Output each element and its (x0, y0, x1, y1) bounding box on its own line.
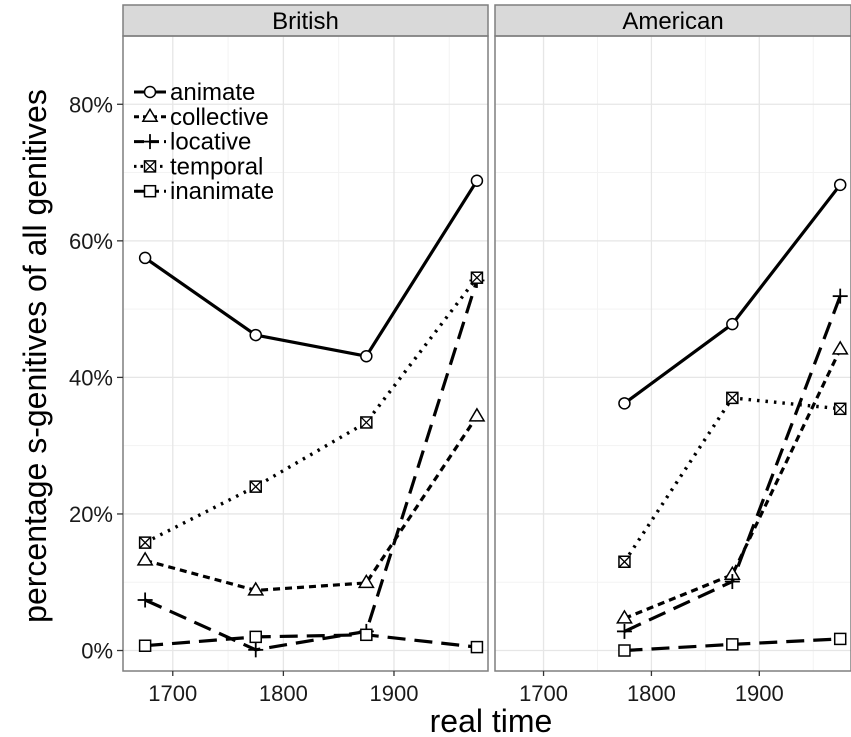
point-inanimate (249, 630, 262, 644)
point-temporal (618, 555, 631, 569)
facet-strip-label: American (622, 8, 723, 35)
legend-item-locative: locative (134, 129, 251, 156)
x-tick-label: 1900 (370, 681, 419, 706)
legend-label: animate (170, 79, 255, 106)
y-tick-label: 40% (69, 365, 113, 390)
x-tick-label: 1700 (519, 681, 568, 706)
legend-key-marker (143, 160, 157, 173)
series-layer (616, 178, 849, 657)
y-tick-label: 20% (69, 502, 113, 527)
point-inanimate (470, 640, 484, 654)
y-tick-label: 0% (81, 639, 113, 664)
legend-key-marker (143, 184, 157, 198)
point-animate (726, 317, 739, 331)
panel-background (123, 36, 488, 671)
legend-item-collective: collective (134, 104, 269, 131)
facet-strip (122, 4, 489, 37)
series-line-inanimate (624, 637, 841, 653)
point-collective (831, 340, 849, 355)
legend: animatecollectivelocativetemporalinanima… (134, 79, 274, 205)
point-locative (616, 623, 632, 639)
legend-label: temporal (170, 153, 263, 180)
legend-item-inanimate: inanimate (134, 178, 274, 205)
panels-layer: British 1700 1800 1900 American 1700 1800 1900 (122, 4, 851, 706)
point-animate (833, 178, 847, 192)
panel-border (494, 35, 851, 672)
x-tick-label: 1900 (735, 681, 784, 706)
point-animate (618, 397, 631, 410)
panel-border (122, 35, 489, 672)
facet-strip (494, 4, 851, 37)
point-inanimate (618, 644, 631, 657)
point-animate (138, 251, 152, 265)
x-tick-label: 1800 (259, 681, 308, 706)
point-animate (249, 328, 262, 342)
legend-key-marker (142, 134, 158, 150)
panel-british: British 1700 1800 1900 (122, 4, 489, 706)
point-temporal (470, 271, 484, 284)
x-tick-label: 1800 (627, 681, 676, 706)
legend-label: collective (170, 104, 269, 131)
facet-strip-label: British (272, 8, 339, 35)
point-locative (724, 574, 740, 590)
y-axis-title: percentage s-genitives of all genitives (17, 89, 53, 623)
point-collective (247, 581, 265, 596)
legend-key-marker (141, 107, 159, 123)
point-inanimate (726, 638, 739, 651)
panel-american: American 1700 1800 1900 (494, 4, 851, 706)
y-axis: 0% 20% 40% 60% 80% (69, 92, 123, 664)
x-axis-title: real time (430, 703, 553, 737)
series-line-collective (623, 348, 842, 620)
series-line-collective (144, 415, 479, 593)
point-temporal (833, 402, 847, 416)
point-inanimate (138, 639, 152, 652)
panel-background (495, 36, 851, 671)
point-collective (357, 573, 375, 589)
x-tick-label: 1700 (148, 681, 197, 706)
series-line-locative (144, 279, 479, 652)
legend-item-animate: animate (134, 79, 255, 106)
legend-label: locative (170, 129, 251, 156)
point-inanimate (833, 632, 847, 646)
series-line-temporal (144, 276, 479, 545)
point-collective (136, 551, 154, 566)
point-locative (832, 288, 848, 304)
point-temporal (249, 480, 262, 493)
point-collective (616, 609, 633, 624)
point-temporal (726, 391, 739, 405)
legend-key-marker (143, 85, 157, 99)
y-tick-label: 80% (69, 92, 113, 117)
point-animate (360, 349, 373, 363)
series-line-inanimate (144, 633, 478, 649)
point-locative (248, 642, 264, 658)
series-layer (136, 174, 486, 658)
point-locative (137, 592, 153, 608)
point-animate (470, 174, 484, 188)
legend-item-temporal: temporal (134, 153, 263, 180)
series-line-animate (144, 179, 479, 358)
point-collective (468, 407, 486, 422)
y-tick-label: 60% (69, 229, 113, 254)
point-inanimate (360, 628, 373, 642)
legend-label: inanimate (170, 178, 274, 205)
point-temporal (360, 416, 373, 429)
point-temporal (138, 536, 152, 549)
